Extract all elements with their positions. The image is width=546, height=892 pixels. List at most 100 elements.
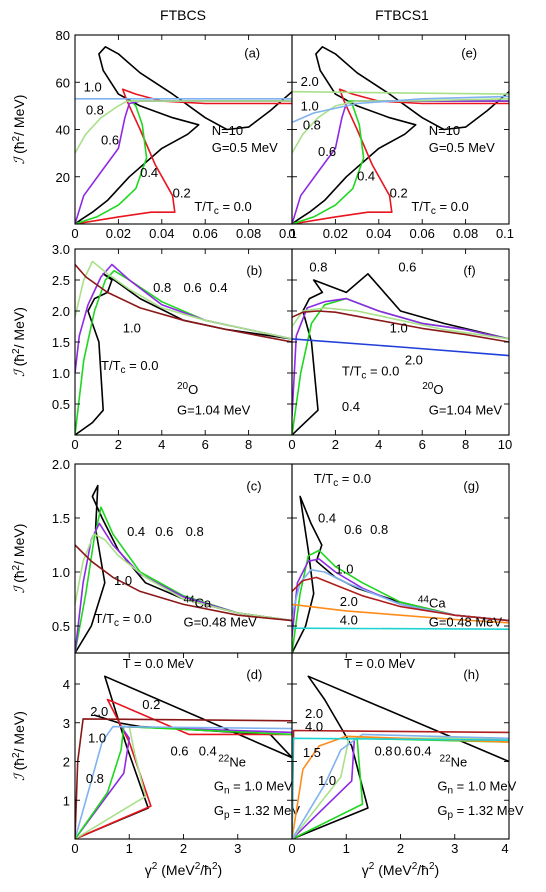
x-tick-label: 0.08 bbox=[236, 226, 261, 241]
nucleus-label: 22Ne bbox=[218, 753, 246, 769]
curve-label: 0.6 bbox=[184, 280, 202, 295]
y-tick-label: 4 bbox=[63, 677, 70, 692]
parameter-note: G=0.48 MeV bbox=[184, 615, 258, 630]
panel-c: 0.5 1.0 1.5 2.0 (c) 44Ca G=0.48 MeV 0.4 0.6 0.8 1.… bbox=[11, 457, 293, 654]
y-tick-label: 80 bbox=[56, 28, 70, 43]
x-tick-label: 0.02 bbox=[323, 226, 348, 241]
x-axis-label: γ2 (MeV2/ħ2) bbox=[362, 861, 439, 878]
y-axis-label: ℐ (ħ2/ MeV) bbox=[11, 95, 27, 165]
y-tick-label: 0.5 bbox=[52, 397, 70, 412]
curve-label: T = 0.0 MeV bbox=[123, 656, 194, 671]
x-tick-label: 0 bbox=[71, 437, 78, 452]
y-tick-label: 3 bbox=[63, 716, 70, 731]
x-tick-label: 4 bbox=[501, 841, 508, 856]
x-tick-label: 2 bbox=[332, 437, 339, 452]
series-b-4 bbox=[75, 263, 292, 343]
curve-label: 2.0 bbox=[405, 352, 423, 367]
x-tick-label: 0.04 bbox=[149, 226, 174, 241]
series-f-4 bbox=[292, 310, 509, 343]
y-tick-label: 2.0 bbox=[52, 457, 70, 472]
curve-label: 2.0 bbox=[340, 594, 358, 609]
parameter-note: N=10 bbox=[212, 123, 243, 138]
y-tick-label: 1.5 bbox=[52, 511, 70, 526]
panel-grid: 0 0.02 0.04 0.06 0.08 0.120406080(a)N=10G=0.5… bbox=[11, 28, 524, 878]
curve-label: 0.4 bbox=[414, 743, 432, 758]
x-tick-label: 0.06 bbox=[193, 226, 218, 241]
y-tick-label: 2 bbox=[63, 755, 70, 770]
series-e-6 bbox=[292, 90, 509, 95]
x-tick-label: 0.04 bbox=[366, 226, 391, 241]
curve-label: 1.0 bbox=[301, 99, 319, 114]
curve-label: 0.4 bbox=[318, 511, 336, 526]
curve-label: 0.4 bbox=[357, 169, 375, 184]
x-tick-label: 3 bbox=[234, 841, 241, 856]
x-tick-label: 0 bbox=[288, 841, 295, 856]
series-h-4 bbox=[292, 733, 509, 839]
x-tick-label: 0 bbox=[71, 226, 78, 241]
x-tick-label: 2 bbox=[180, 841, 187, 856]
series-h-5 bbox=[292, 735, 509, 839]
curve-label: T/Tc = 0.0 bbox=[314, 471, 371, 489]
y-tick-label: 1 bbox=[63, 793, 70, 808]
series-group bbox=[75, 45, 292, 224]
curve-label: 0.2 bbox=[390, 186, 408, 201]
curve-label: 0.6 bbox=[394, 743, 412, 758]
series-f-3 bbox=[292, 307, 509, 340]
series-g-1 bbox=[292, 549, 509, 653]
curve-label: 2.0 bbox=[305, 706, 323, 721]
column-title-ftbcs1: FTBCS1 bbox=[375, 7, 429, 23]
series-group bbox=[75, 484, 292, 653]
x-tick-label: 0 bbox=[288, 226, 295, 241]
series-g-6 bbox=[292, 627, 509, 631]
series-group bbox=[75, 675, 292, 839]
panel-h: 0 1 2 3 4 (h) 22Ne Gn = 1.0 MeV Gp = 1.32 MeV T =… bbox=[288, 652, 524, 878]
series-group bbox=[75, 260, 292, 435]
panel-f: 0 2 4 6 8 10 (f) 20O G=1.04 MeV 0.8 0.6 1.0 2.0 T/Tc … bbox=[288, 248, 512, 452]
y-tick-label: 1.5 bbox=[52, 335, 70, 350]
parameter-note: Gn = 1.0 MeV bbox=[214, 779, 293, 797]
curve-label: T/Tc = 0.0 bbox=[101, 358, 158, 376]
curve-label: T = 0.0 MeV bbox=[344, 656, 415, 671]
curve-label: 4.0 bbox=[305, 719, 323, 734]
series-g-5 bbox=[292, 603, 509, 624]
series-e-0 bbox=[292, 45, 509, 224]
curve-label: T/Tc = 0.0 bbox=[411, 199, 468, 217]
y-tick-label: 2.0 bbox=[52, 304, 70, 319]
parameter-note: G=1.04 MeV bbox=[429, 403, 503, 418]
curve-label: 1.0 bbox=[114, 573, 132, 588]
curve-label: 0.8 bbox=[186, 524, 204, 539]
curve-label: 1.0 bbox=[84, 80, 102, 95]
panel-tag: (c) bbox=[246, 478, 261, 493]
series-b-3 bbox=[75, 260, 292, 340]
x-tick-label: 1 bbox=[343, 841, 350, 856]
x-tick-label: 0.06 bbox=[410, 226, 435, 241]
x-tick-label: 6 bbox=[202, 437, 209, 452]
y-axis-label: ℐ (ħ2/ MeV) bbox=[11, 524, 27, 594]
x-tick-label: 0.02 bbox=[106, 226, 131, 241]
series-e-5 bbox=[292, 95, 509, 124]
y-tick-label: 1.0 bbox=[52, 366, 70, 381]
curve-label: 2.0 bbox=[90, 704, 108, 719]
panel-tag: (f) bbox=[463, 263, 475, 278]
curve-label: 0.6 bbox=[318, 144, 336, 159]
y-tick-label: 1.0 bbox=[52, 565, 70, 580]
series-d-1 bbox=[75, 698, 292, 839]
series-e-1 bbox=[292, 88, 509, 224]
y-axis-label: ℐ (ħ2/ MeV) bbox=[11, 711, 27, 781]
parameter-note: G=1.04 MeV bbox=[177, 403, 251, 418]
panel-tag: (e) bbox=[461, 46, 477, 61]
column-title-ftbcs: FTBCS bbox=[160, 7, 206, 23]
series-group bbox=[292, 45, 509, 224]
curve-label: 0.6 bbox=[398, 259, 416, 274]
curve-label: 1.5 bbox=[303, 745, 321, 760]
series-g-4 bbox=[292, 576, 509, 622]
panel-a: 0 0.02 0.04 0.06 0.08 0.1 20 40 60 80 (a) N=10 G=0.5… bbox=[11, 28, 297, 241]
series-g-3 bbox=[292, 568, 509, 622]
y-tick-label: 20 bbox=[56, 170, 70, 185]
x-axis-label: γ2 (MeV2/ħ2) bbox=[145, 861, 222, 878]
series-b-0 bbox=[75, 272, 292, 435]
curve-label: T/Tc = 0.0 bbox=[194, 199, 251, 217]
y-tick-label: 2.5 bbox=[52, 273, 70, 288]
x-tick-label: 3 bbox=[451, 841, 458, 856]
